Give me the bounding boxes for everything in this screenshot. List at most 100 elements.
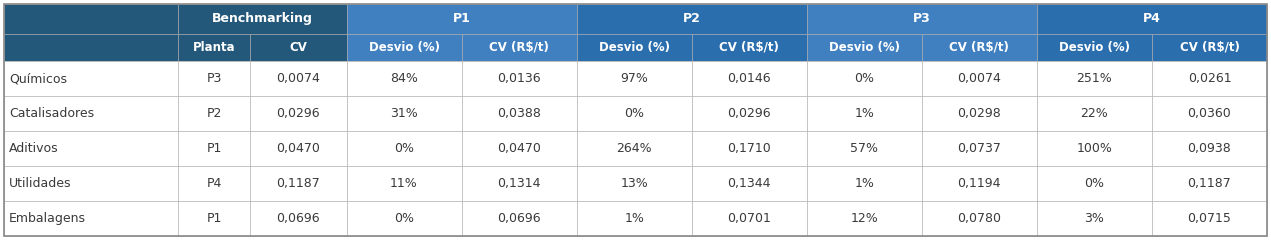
Text: 31%: 31% <box>390 107 418 120</box>
Bar <box>178 166 250 201</box>
Bar <box>178 4 347 34</box>
Bar <box>347 166 461 201</box>
Text: 0,0298: 0,0298 <box>957 107 1002 120</box>
Text: 0%: 0% <box>624 107 644 120</box>
Text: 0%: 0% <box>394 142 414 155</box>
Bar <box>921 34 1037 61</box>
Text: 12%: 12% <box>850 212 878 225</box>
Text: P4: P4 <box>206 177 221 190</box>
Text: CV (R$/t): CV (R$/t) <box>719 41 779 54</box>
Bar <box>250 96 347 131</box>
Text: 100%: 100% <box>1077 142 1112 155</box>
Bar <box>461 131 577 166</box>
Bar <box>1152 34 1267 61</box>
Text: Químicos: Químicos <box>9 72 67 85</box>
Bar <box>1152 201 1267 236</box>
Bar <box>347 131 461 166</box>
Text: Embalagens: Embalagens <box>9 212 86 225</box>
Text: 251%: 251% <box>1077 72 1112 85</box>
Bar <box>691 131 807 166</box>
Bar <box>4 34 178 61</box>
Bar <box>691 201 807 236</box>
Bar <box>4 201 178 236</box>
Bar <box>1037 131 1152 166</box>
Bar <box>807 131 921 166</box>
Bar <box>178 131 250 166</box>
Bar <box>921 166 1037 201</box>
Text: 97%: 97% <box>620 72 648 85</box>
Bar <box>250 166 347 201</box>
Text: P4: P4 <box>1143 12 1160 25</box>
Bar <box>461 166 577 201</box>
Bar <box>347 4 577 34</box>
Bar <box>577 61 691 96</box>
Bar <box>921 131 1037 166</box>
Text: Desvio (%): Desvio (%) <box>599 41 670 54</box>
Bar <box>250 201 347 236</box>
Text: 0,0470: 0,0470 <box>276 142 320 155</box>
Text: 1%: 1% <box>854 107 874 120</box>
Bar <box>807 61 921 96</box>
Bar <box>691 96 807 131</box>
Text: 3%: 3% <box>1084 212 1104 225</box>
Bar <box>178 61 250 96</box>
Text: 0,0701: 0,0701 <box>727 212 771 225</box>
Bar <box>577 96 691 131</box>
Text: 0,1710: 0,1710 <box>727 142 771 155</box>
Text: P3: P3 <box>913 12 930 25</box>
Text: P2: P2 <box>206 107 221 120</box>
Text: Aditivos: Aditivos <box>9 142 58 155</box>
Bar <box>4 166 178 201</box>
Text: 0,0715: 0,0715 <box>1187 212 1232 225</box>
Bar <box>577 166 691 201</box>
Text: 264%: 264% <box>616 142 652 155</box>
Text: 22%: 22% <box>1080 107 1108 120</box>
Bar <box>807 201 921 236</box>
Text: 0,0737: 0,0737 <box>957 142 1002 155</box>
Bar <box>577 4 807 34</box>
Bar <box>1152 61 1267 96</box>
Text: Benchmarking: Benchmarking <box>212 12 313 25</box>
Text: 0,1314: 0,1314 <box>497 177 541 190</box>
Bar <box>1037 61 1152 96</box>
Text: 0,0296: 0,0296 <box>727 107 771 120</box>
Bar <box>4 96 178 131</box>
Text: 0%: 0% <box>1084 177 1104 190</box>
Text: P1: P1 <box>206 142 221 155</box>
Text: 0,0938: 0,0938 <box>1187 142 1232 155</box>
Text: Desvio (%): Desvio (%) <box>369 41 440 54</box>
Bar <box>461 61 577 96</box>
Text: CV: CV <box>290 41 308 54</box>
Bar <box>1037 166 1152 201</box>
Bar <box>1037 34 1152 61</box>
Bar <box>347 201 461 236</box>
Bar <box>921 61 1037 96</box>
Text: 0,0261: 0,0261 <box>1187 72 1232 85</box>
Bar <box>1037 4 1267 34</box>
Text: 0,0074: 0,0074 <box>276 72 320 85</box>
Text: 0,0146: 0,0146 <box>727 72 771 85</box>
Text: CV (R$/t): CV (R$/t) <box>1179 41 1239 54</box>
Text: 0,0388: 0,0388 <box>497 107 541 120</box>
Bar <box>1152 131 1267 166</box>
Bar <box>4 131 178 166</box>
Bar <box>807 96 921 131</box>
Text: 0%: 0% <box>394 212 414 225</box>
Bar <box>921 96 1037 131</box>
Bar <box>807 166 921 201</box>
Text: Utilidades: Utilidades <box>9 177 71 190</box>
Text: 0,0780: 0,0780 <box>957 212 1002 225</box>
Bar <box>4 4 178 34</box>
Text: 0%: 0% <box>854 72 874 85</box>
Text: 11%: 11% <box>390 177 418 190</box>
Text: 0,1344: 0,1344 <box>727 177 771 190</box>
Text: Catalisadores: Catalisadores <box>9 107 94 120</box>
Bar <box>577 34 691 61</box>
Text: 0,1187: 0,1187 <box>277 177 320 190</box>
Bar <box>347 61 461 96</box>
Bar <box>250 61 347 96</box>
Bar <box>577 131 691 166</box>
Bar <box>1152 166 1267 201</box>
Text: Planta: Planta <box>193 41 235 54</box>
Text: Desvio (%): Desvio (%) <box>829 41 900 54</box>
